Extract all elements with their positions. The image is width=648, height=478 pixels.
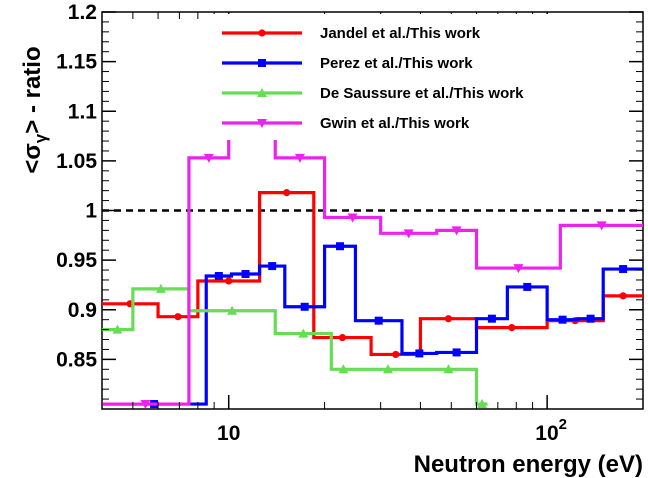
- data-point: [300, 302, 309, 311]
- data-point: [487, 314, 496, 323]
- data-point: [268, 262, 277, 271]
- y-axis-title-sub: γ: [31, 133, 50, 143]
- legend-label: Jandel et al./This work: [320, 25, 481, 42]
- data-point: [558, 315, 567, 324]
- data-point: [227, 305, 238, 315]
- legend-marker: [258, 59, 266, 67]
- data-point: [451, 226, 462, 236]
- y-axis-title: <σγ> - ratio: [19, 46, 50, 173]
- data-point: [415, 349, 424, 358]
- y-tick-label: 1.05: [56, 150, 97, 173]
- x-tick-label-exponent: 2: [559, 416, 567, 433]
- series-3: [102, 125, 643, 410]
- data-point: [508, 324, 516, 332]
- legend-label: De Saussure et al./This work: [320, 85, 524, 102]
- series-0: [102, 189, 643, 359]
- data-point: [338, 364, 349, 374]
- series-line: [102, 127, 643, 406]
- data-point: [596, 221, 607, 231]
- data-point: [283, 189, 291, 197]
- data-point: [140, 400, 151, 410]
- data-point: [403, 229, 414, 239]
- data-point: [619, 292, 627, 300]
- legend-label: Gwin et al./This work: [320, 115, 470, 132]
- data-point: [112, 324, 123, 334]
- data-point: [392, 350, 400, 359]
- data-point: [203, 153, 214, 163]
- data-point: [347, 213, 358, 223]
- legend-marker: [257, 119, 267, 128]
- data-point: [214, 272, 223, 281]
- y-tick-label: 1.1: [68, 100, 98, 123]
- y-axis-title-prefix: <σ: [19, 143, 46, 173]
- data-point: [477, 399, 488, 409]
- y-tick-label: 0.95: [56, 249, 97, 272]
- legend-marker: [257, 88, 267, 97]
- legend-marker: [258, 29, 266, 37]
- data-point: [513, 264, 524, 274]
- x-tick-label-base: 10: [535, 422, 558, 445]
- data-point: [241, 270, 250, 279]
- y-tick-label: 1.15: [56, 51, 97, 74]
- data-point: [336, 242, 345, 251]
- series-line: [102, 244, 643, 406]
- data-point: [382, 364, 393, 374]
- data-point: [444, 315, 453, 323]
- data-point: [298, 328, 309, 338]
- data-point: [374, 316, 383, 325]
- data-point: [155, 283, 166, 293]
- x-tick-label: 102: [535, 416, 567, 445]
- series-1: [102, 242, 643, 409]
- data-point: [338, 333, 347, 342]
- series-2: [102, 283, 488, 409]
- y-tick-label: 1.2: [68, 1, 97, 24]
- x-tick-label-base: 10: [217, 422, 240, 445]
- y-axis-title-suffix: > - ratio: [19, 46, 46, 133]
- y-tick-label: 1: [85, 200, 97, 223]
- data-point: [225, 277, 233, 285]
- y-tick-label: 0.9: [68, 299, 97, 322]
- y-tick-label: 0.85: [56, 348, 97, 371]
- data-point: [443, 364, 454, 374]
- legend-box: [212, 14, 602, 140]
- data-point: [452, 348, 461, 357]
- data-point: [619, 265, 628, 274]
- data-point: [523, 282, 532, 291]
- legend-label: Perez et al./This work: [320, 55, 473, 72]
- data-point: [294, 153, 305, 163]
- x-axis-title: Neutron energy (eV): [414, 451, 643, 478]
- data-point: [586, 314, 595, 323]
- data-point: [174, 313, 182, 321]
- x-tick-label: 10: [217, 422, 240, 445]
